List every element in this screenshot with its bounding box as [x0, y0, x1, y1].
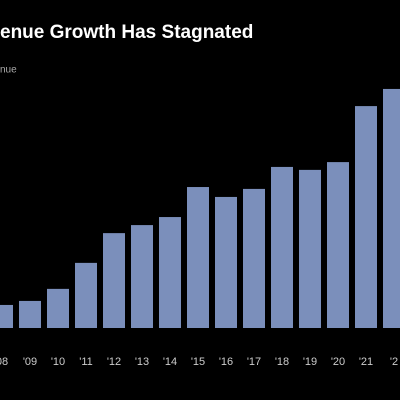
x-tick-label: '20 [331, 356, 345, 368]
bar [299, 169, 321, 328]
x-tick-label: 08 [0, 356, 8, 368]
bar [383, 88, 400, 328]
x-tick-label: '13 [135, 356, 149, 368]
bar [47, 288, 69, 328]
bar [0, 304, 13, 328]
bar [103, 233, 125, 328]
x-tick-label: '18 [275, 356, 289, 368]
x-tick-label: '14 [163, 356, 177, 368]
x-tick-label: '16 [219, 356, 233, 368]
x-tick-label: '10 [51, 356, 65, 368]
bar [271, 166, 293, 328]
bar [159, 217, 181, 328]
chart-title: enue Growth Has Stagnated [0, 22, 253, 43]
x-tick-label: '11 [79, 356, 93, 368]
chart-subtitle: nue [0, 65, 17, 76]
bar [327, 162, 349, 328]
bar [75, 262, 97, 328]
x-tick-label: '2 [390, 356, 398, 368]
x-tick-label: '19 [303, 356, 317, 368]
bar [215, 196, 237, 328]
bar [355, 106, 377, 328]
x-tick-label: '17 [247, 356, 261, 368]
bar [131, 225, 153, 328]
x-tick-label: '21 [359, 356, 373, 368]
bar [19, 300, 41, 328]
x-tick-label: '12 [107, 356, 121, 368]
bar [243, 188, 265, 328]
x-tick-label: '09 [23, 356, 37, 368]
x-tick-label: '15 [191, 356, 205, 368]
bar [187, 187, 209, 328]
